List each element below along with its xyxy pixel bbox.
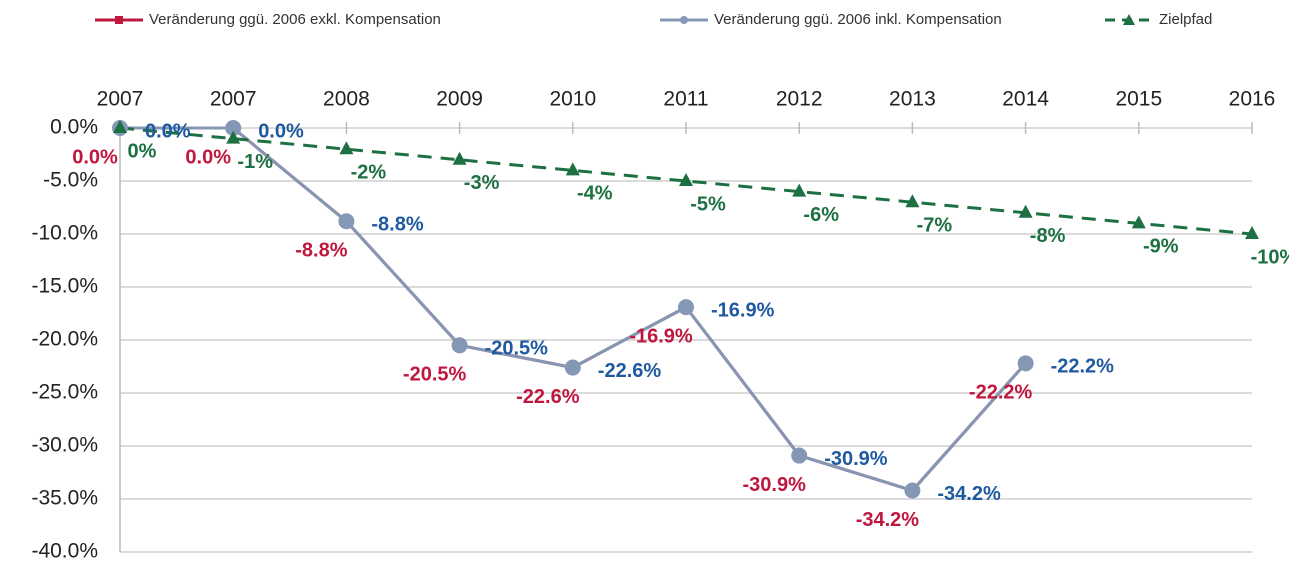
data-label: -8.8% [371, 214, 423, 236]
point [451, 337, 468, 354]
x-tick-label: 2016 [1229, 88, 1276, 111]
y-tick-label: -35.0% [31, 487, 98, 510]
legend-marker [1123, 14, 1135, 25]
series-line [119, 126, 1253, 236]
point [226, 130, 241, 144]
data-label: -34.2% [856, 509, 920, 531]
data-label: -8% [1030, 225, 1066, 247]
point [1131, 215, 1146, 229]
data-label: -9% [1143, 236, 1179, 258]
data-label: -10% [1251, 246, 1289, 268]
data-label: 0.0% [72, 146, 118, 168]
x-tick-label: 2012 [776, 88, 823, 111]
x-tick-label: 2007 [97, 88, 144, 111]
point [338, 213, 355, 230]
y-tick-label: -30.0% [31, 434, 98, 457]
legend-label: Veränderung ggü. 2006 inkl. Kompensation [714, 11, 1002, 28]
y-tick-label: -40.0% [31, 540, 98, 562]
x-tick-label: 2013 [889, 88, 936, 111]
point [565, 162, 580, 176]
point [678, 299, 694, 316]
data-label: -22.2% [1051, 356, 1115, 378]
data-label: -34.2% [937, 483, 1001, 505]
data-label: -7% [917, 214, 953, 236]
point [1245, 226, 1259, 239]
point [339, 141, 354, 155]
data-label: -20.5% [403, 364, 467, 386]
y-tick-label: 0.0% [50, 116, 98, 139]
point [452, 151, 467, 165]
point [564, 359, 581, 376]
data-label: -16.9% [711, 299, 775, 321]
data-label: -6% [803, 204, 839, 226]
legend-marker [115, 16, 123, 24]
series-line [120, 126, 1027, 493]
x-tick-label: 2010 [549, 88, 596, 111]
data-label: -30.9% [824, 448, 888, 470]
point [904, 482, 921, 499]
data-label: 0% [128, 140, 157, 162]
data-label: -3% [464, 172, 500, 194]
data-label: 0.0% [145, 120, 191, 142]
data-label: 0.0% [258, 120, 304, 142]
data-label: -2% [351, 161, 387, 183]
point [791, 447, 808, 464]
y-tick-label: -15.0% [31, 275, 98, 298]
y-tick-label: -5.0% [43, 169, 98, 192]
legend-label: Veränderung ggü. 2006 exkl. Kompensation [149, 11, 441, 28]
data-label: -5% [690, 193, 726, 215]
point [679, 173, 693, 186]
data-label: -22.6% [516, 386, 580, 408]
data-label: -20.5% [485, 338, 549, 360]
point [225, 120, 242, 136]
data-label: -1% [237, 151, 273, 173]
data-label: -16.9% [629, 325, 693, 347]
data-label: -30.9% [743, 474, 807, 496]
point [1018, 204, 1033, 218]
y-tick-label: -25.0% [31, 381, 98, 404]
point [792, 183, 807, 197]
x-tick-label: 2011 [663, 88, 708, 111]
x-tick-label: 2007 [210, 88, 257, 111]
legend-label: Zielpfad [1159, 11, 1212, 28]
data-label: -8.8% [295, 240, 347, 262]
data-label: -4% [577, 183, 613, 205]
data-label: -22.2% [969, 382, 1033, 404]
legend-marker [680, 16, 688, 24]
series-line [120, 126, 1027, 493]
point [905, 194, 920, 208]
x-tick-label: 2015 [1115, 88, 1162, 111]
point [1017, 355, 1034, 372]
point [113, 120, 127, 133]
y-tick-label: -20.0% [31, 328, 98, 351]
data-label: -22.6% [598, 360, 662, 382]
x-tick-label: 2008 [323, 88, 370, 111]
data-label: 0.0% [185, 146, 231, 168]
y-tick-label: -10.0% [31, 222, 98, 245]
x-tick-label: 2014 [1002, 88, 1049, 111]
x-tick-label: 2009 [436, 88, 483, 111]
